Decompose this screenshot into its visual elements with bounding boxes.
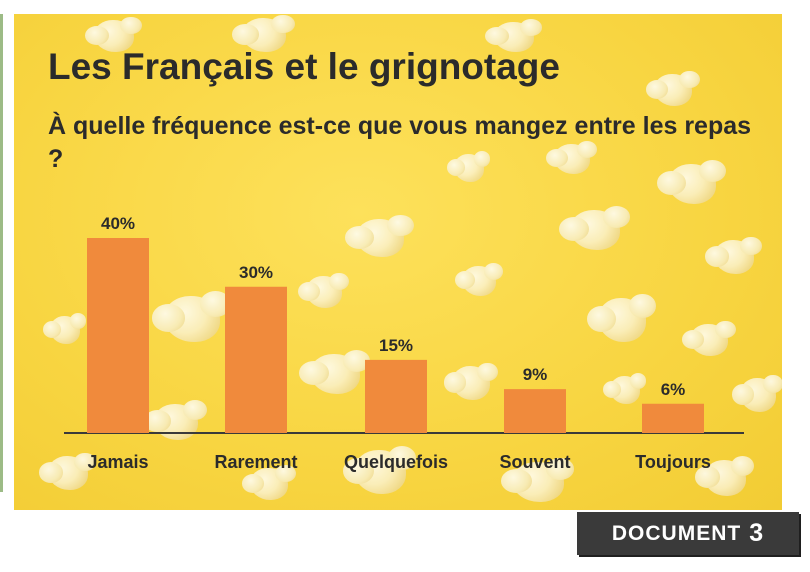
value-label: 40% [101,214,135,233]
value-label: 9% [523,365,548,384]
popcorn-decoration [500,458,575,502]
popcorn-decoration [546,141,598,174]
category-label: Quelquefois [344,452,448,472]
popcorn-decoration [342,445,417,494]
bar-souvent [504,389,566,433]
popcorn-decoration [443,362,498,400]
popcorn-decoration [85,16,142,52]
chart-title: Les Français et le grignotage [48,46,560,87]
chart-subtitle: À quelle fréquence est-ce que vous mange… [48,112,752,173]
popcorn-decoration [694,456,755,496]
bar-toujours [642,403,704,433]
category-label: Toujours [635,452,711,472]
category-label: Rarement [214,452,297,472]
popcorn-decoration [587,293,656,342]
popcorn-decoration [732,374,782,412]
popcorn-decoration [603,373,646,404]
bar-jamais [87,238,149,433]
popcorn-decoration [454,263,503,296]
popcorn-decoration [43,313,86,344]
popcorn-decoration [645,70,700,106]
value-label: 6% [661,380,686,399]
document-badge-label: DOCUMENT [611,521,742,545]
value-label: 15% [379,336,413,355]
popcorn-decoration [705,236,762,274]
document-badge-number: 3 [749,519,765,547]
bar-rarement [225,286,287,433]
bar-chart: 40% Jamais 30% Rarement 15% Quelquefois 9% Souv… [64,214,744,472]
popcorn-decoration [657,160,726,204]
chart-poster: Les Français et le grignotage À quelle f… [14,14,782,510]
value-label: 30% [239,263,273,282]
popcorn-decoration [298,272,350,308]
popcorn-decoration [299,350,370,394]
popcorn-decoration [447,151,490,182]
popcorn-decoration [241,464,296,500]
popcorn-decoration [485,19,542,52]
category-label: Souvent [499,452,570,472]
bar-quelquefois [365,359,427,433]
popcorn-decoration [681,320,736,356]
popcorn-decoration [39,452,96,490]
popcorn-decoration [559,206,630,250]
page-edge-rule [0,14,3,492]
popcorn-decoration [345,215,414,257]
document-badge: DOCUMENT 3 [577,512,799,555]
category-label: Jamais [87,452,148,472]
popcorn-decoration [232,14,295,52]
